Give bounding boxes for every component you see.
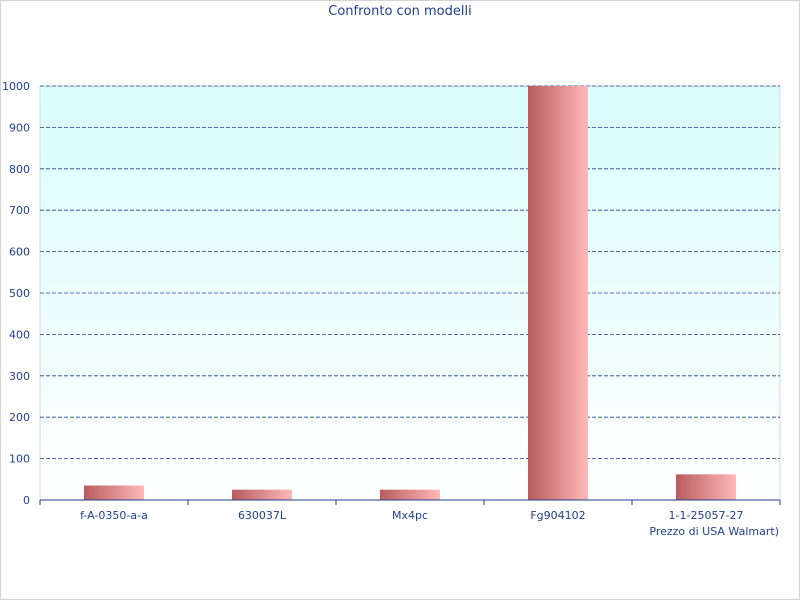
y-tick-label: 400 <box>9 328 30 341</box>
y-tick-label: 200 <box>9 411 30 424</box>
bar-1-1-25057-27 <box>676 474 736 500</box>
x-tick-label: f-A-0350-a-a <box>80 509 148 522</box>
y-tick-label: 900 <box>9 121 30 134</box>
y-tick-label: 0 <box>23 494 30 507</box>
bar-f-A-0350-a-a <box>84 486 144 500</box>
y-tick-label: 300 <box>9 370 30 383</box>
x-tick-label: Mx4pc <box>392 509 428 522</box>
x-tick-label: 1-1-25057-27 <box>669 509 744 522</box>
bar-Mx4pc <box>380 490 440 500</box>
y-tick-label: 100 <box>9 453 30 466</box>
x-tick-label: 630037L <box>238 509 287 522</box>
y-tick-label: 600 <box>9 246 30 259</box>
bar-630037L <box>232 490 292 500</box>
x-axis-label: Prezzo di USA Walmart) <box>649 525 779 538</box>
y-tick-label: 500 <box>9 287 30 300</box>
y-tick-label: 1000 <box>2 80 30 93</box>
x-tick-label: Fg904102 <box>530 509 585 522</box>
y-tick-label: 700 <box>9 204 30 217</box>
y-tick-label: 800 <box>9 163 30 176</box>
bar-Fg904102 <box>528 86 588 500</box>
